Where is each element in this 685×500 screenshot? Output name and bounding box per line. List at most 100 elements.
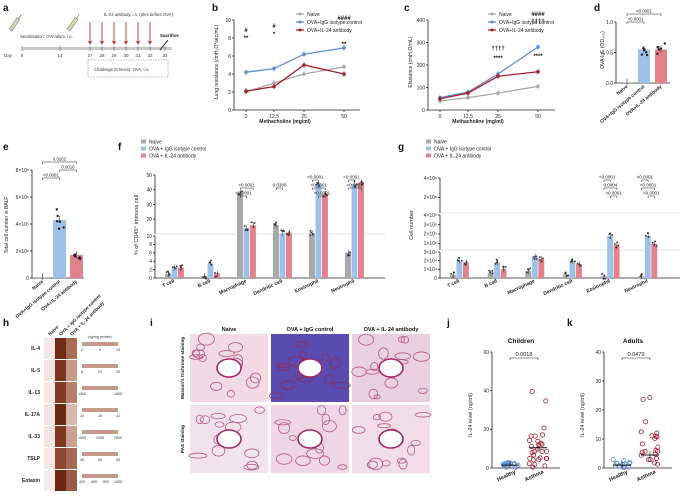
data-dot	[171, 266, 174, 268]
tissue-structure	[295, 455, 311, 466]
category-label: Eosinophil	[294, 278, 320, 294]
pvalue-bracket	[240, 195, 247, 198]
legend-dot	[490, 28, 494, 32]
color-scale-tick: 33	[116, 414, 120, 418]
data-dot	[576, 262, 579, 265]
data-dot	[450, 272, 453, 275]
data-dot	[651, 241, 654, 244]
data-dot	[540, 432, 546, 438]
data-dot	[250, 221, 253, 224]
y-tick-label: 6	[149, 251, 152, 257]
bar-b-cell-0	[201, 275, 207, 278]
data-dot	[616, 241, 618, 244]
data-dot	[529, 267, 532, 270]
heatmap-cell	[55, 360, 66, 381]
data-dot	[627, 459, 633, 465]
heatmap-column-label: Naive	[47, 324, 60, 337]
category-label: T cell	[446, 278, 461, 289]
y-tick-label: 0	[422, 108, 425, 114]
b-plot-area: 0 2 4 6 8 10 0 12.5 25 50 # ** # * #### **	[225, 16, 360, 120]
y-tick-label: 100	[417, 85, 426, 91]
data-dot	[57, 227, 61, 230]
day-label-30: 30	[123, 53, 129, 58]
dose-arrows	[88, 22, 152, 45]
heatmap-cell	[44, 338, 55, 359]
data-dot	[542, 257, 544, 260]
bar-macrophage-2	[538, 258, 545, 278]
data-point	[466, 91, 470, 95]
bar-dendritic-cell-1	[279, 233, 286, 278]
data-dot	[526, 461, 532, 467]
data-dot	[653, 243, 656, 246]
k-ylabel: IL-24 level (ng/ml)	[580, 393, 586, 437]
color-scale-tick: 1500	[78, 436, 86, 440]
tissue-structure	[407, 444, 416, 456]
data-dot	[73, 254, 76, 257]
data-dot	[604, 277, 606, 280]
category-label: Asthma	[636, 469, 658, 483]
data-dot	[608, 233, 611, 236]
pvalue-label: 0.0018	[516, 352, 533, 358]
panel-c-chart: c Elastance (cmH₂O/mL) Methacholine (mg/…	[404, 3, 555, 125]
data-dot	[647, 395, 653, 401]
category-label: Naive	[31, 279, 45, 292]
tissue-structure	[378, 411, 393, 422]
airway-lumen	[297, 358, 323, 378]
data-point	[536, 45, 540, 49]
y-tick-label: 2×10⁴	[424, 258, 437, 264]
day-ticks: 0 14 27 28 29 30 31 32 33	[21, 46, 168, 58]
data-dot	[275, 221, 278, 224]
data-dot	[494, 262, 497, 265]
y-tick-label: 20	[146, 217, 152, 223]
panel-f-chart: f % of CD45⁺ immune cell 0 2 4 6 8 10 20 30 40 50…	[118, 139, 385, 297]
pvalue-label: 0.0479	[628, 352, 645, 358]
data-dot	[165, 271, 168, 274]
data-dot	[544, 448, 550, 454]
challenge-box	[87, 59, 169, 78]
data-dot	[655, 245, 658, 247]
heatmap-cell	[66, 448, 77, 469]
tissue-structure	[274, 419, 291, 426]
heatmap-cell	[66, 426, 77, 447]
day-label-0: 0	[21, 53, 24, 58]
data-dot	[655, 448, 661, 454]
sensitization-label: Sensitization: OVA/alum, i.p.	[20, 34, 73, 39]
tissue-structure	[410, 440, 421, 447]
data-point	[302, 63, 306, 67]
airway-lumen	[216, 358, 242, 378]
data-dot	[347, 254, 349, 257]
data-dot	[646, 231, 649, 234]
color-scale-tick: 2000	[96, 436, 104, 440]
data-point	[536, 84, 540, 89]
i-images: Naive OVA + IgG control OVA + IL-24 antibo…	[180, 327, 432, 473]
tissue-structure	[254, 406, 265, 414]
data-dot	[621, 458, 627, 464]
bar-t-cell-1	[171, 267, 178, 278]
airway-lumen	[378, 429, 404, 449]
dose-arrow-head	[112, 41, 116, 45]
data-dot	[362, 182, 364, 185]
pvalue-label: <0.0001	[628, 17, 644, 22]
histology-column-title: OVA + IL-24 antibody	[364, 327, 420, 333]
y-tick-label: 4×10⁵	[424, 213, 437, 219]
series-line-1	[245, 47, 345, 73]
data-point	[272, 81, 276, 85]
significance-mark: **	[342, 42, 347, 48]
data-dot	[205, 277, 208, 279]
bar-eosinophil-0	[309, 233, 315, 278]
y-tick-label: 10	[146, 234, 152, 240]
c-ylabel: Elastance (cmH₂O/mL)	[408, 36, 414, 87]
tissue-structure	[195, 414, 204, 425]
panel-e-label: e	[3, 142, 9, 153]
category-label: B cell	[484, 278, 499, 289]
bar-macrophage-1	[243, 228, 250, 278]
data-dot	[657, 45, 660, 49]
significance-mark: ††††	[491, 46, 504, 52]
significance-mark: #	[244, 28, 248, 34]
panel-a-timeline: a Sensitization: OVA/alum, i.p. IL-24 an…	[3, 3, 179, 78]
legend-text: OVA+IgG isotype control	[307, 20, 362, 26]
tissue-structure	[412, 351, 431, 362]
y-tick-label: 4	[228, 72, 231, 78]
data-dot	[544, 455, 550, 461]
